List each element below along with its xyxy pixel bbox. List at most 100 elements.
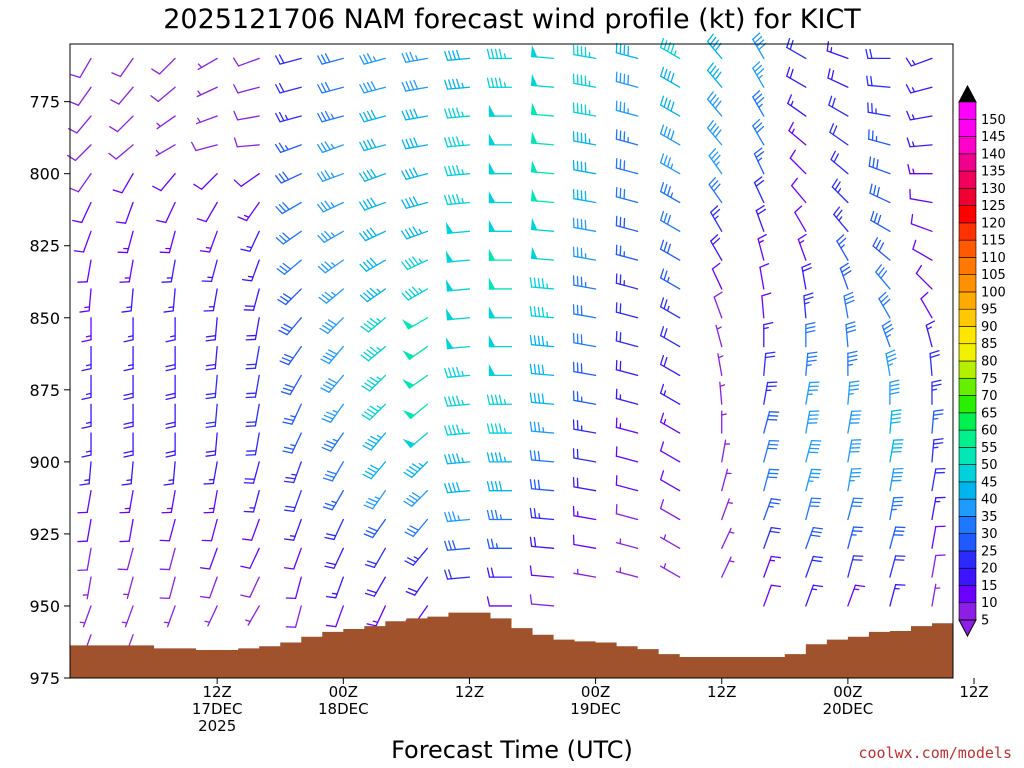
barb-feather [876,186,880,198]
barb-feather [659,210,665,221]
wind-barb [931,554,946,578]
barb-feather [456,395,461,406]
wind-barb [659,326,681,348]
wind-barb [317,230,344,243]
wind-barb [401,286,429,301]
barb-staff [115,144,134,160]
barb-feather [324,141,331,151]
barb-feather [666,70,671,81]
barb-staff [165,201,176,224]
barb-feather [925,320,936,326]
barb-pennant [530,246,538,260]
wind-barb [152,173,176,192]
colorbar-label: 130 [981,182,1006,197]
barb-feather [933,409,944,412]
barb-half-feather [85,392,92,396]
barb-feather [920,291,929,300]
barb-feather [412,226,419,236]
barb-feather [280,391,291,396]
colorbar-label: 75 [981,372,998,387]
colorbar-swatch [958,429,977,448]
wind-barb [843,291,855,319]
wind-barb [402,432,429,449]
barb-feather [932,442,944,445]
barb-half-feather [418,228,423,235]
barb-staff [168,518,176,542]
barb-feather [666,99,671,110]
barb-half-feather [791,128,795,134]
wind-barb [752,90,765,117]
barb-feather [848,384,860,387]
barb-feather [70,74,81,79]
barb-feather [205,367,216,371]
barb-half-feather [332,410,339,414]
barb-feather [832,125,838,136]
barb-feather [407,587,418,593]
wind-barb [285,605,302,628]
barb-feather [123,425,134,429]
barb-feather [659,153,665,164]
x-tick-label: 20DEC [823,700,874,718]
wind-barb [444,165,471,177]
barb-half-feather [461,428,465,435]
wind-barb [572,188,597,204]
barb-feather [369,287,378,296]
barb-half-feather [838,216,843,222]
wind-barb [444,569,471,580]
barb-feather [456,366,461,377]
barb-half-feather [376,405,382,410]
barb-feather [666,186,671,197]
barb-feather [321,418,332,423]
wind-barb [161,490,176,514]
barb-feather [933,438,944,441]
wind-barb [245,403,260,427]
barb-feather [770,555,782,559]
barb-half-feather [840,244,845,249]
wind-barb [931,525,946,549]
barb-feather [359,232,367,242]
barb-half-feather [728,560,735,563]
wind-barb [150,86,176,103]
wind-barb [875,264,891,290]
x-axis-label: Forecast Time (UTC) [391,736,633,764]
barb-pennant [530,44,538,58]
wind-barb [81,403,92,429]
barb-feather [366,320,376,328]
barb-feather [448,367,453,378]
barb-half-feather [503,53,507,60]
colorbar-swatch [958,257,977,275]
wind-barb [402,317,429,330]
barb-feather [278,329,288,336]
barb-feather [112,189,123,194]
barb-feather [765,351,776,355]
barb-feather [366,349,376,357]
barb-feather [659,326,665,337]
barb-feather [769,530,780,534]
barb-half-feather [830,47,833,53]
barb-feather [659,383,665,394]
barb-feather [324,536,335,541]
barb-staff [81,201,92,224]
barb-feather [802,267,812,272]
barb-half-feather [769,559,776,562]
wind-barb [318,288,344,304]
barb-feather [405,590,416,596]
wind-barb [929,350,940,377]
wind-barb [232,57,260,67]
barb-staff [86,490,92,513]
barb-feather [280,296,290,303]
barb-half-feather [374,496,381,500]
barb-feather [111,72,122,78]
barb-feather [278,173,286,182]
colorbar-label: 95 [981,303,998,318]
barb-feather [847,350,858,355]
barb-feather [411,286,420,295]
barb-feather [409,494,419,502]
barb-feather [199,250,211,253]
barb-feather [240,248,251,252]
barb-feather [486,394,491,405]
barb-half-feather [673,50,677,57]
barb-feather [401,261,409,271]
wind-barb [444,107,471,119]
barb-feather [365,530,376,535]
